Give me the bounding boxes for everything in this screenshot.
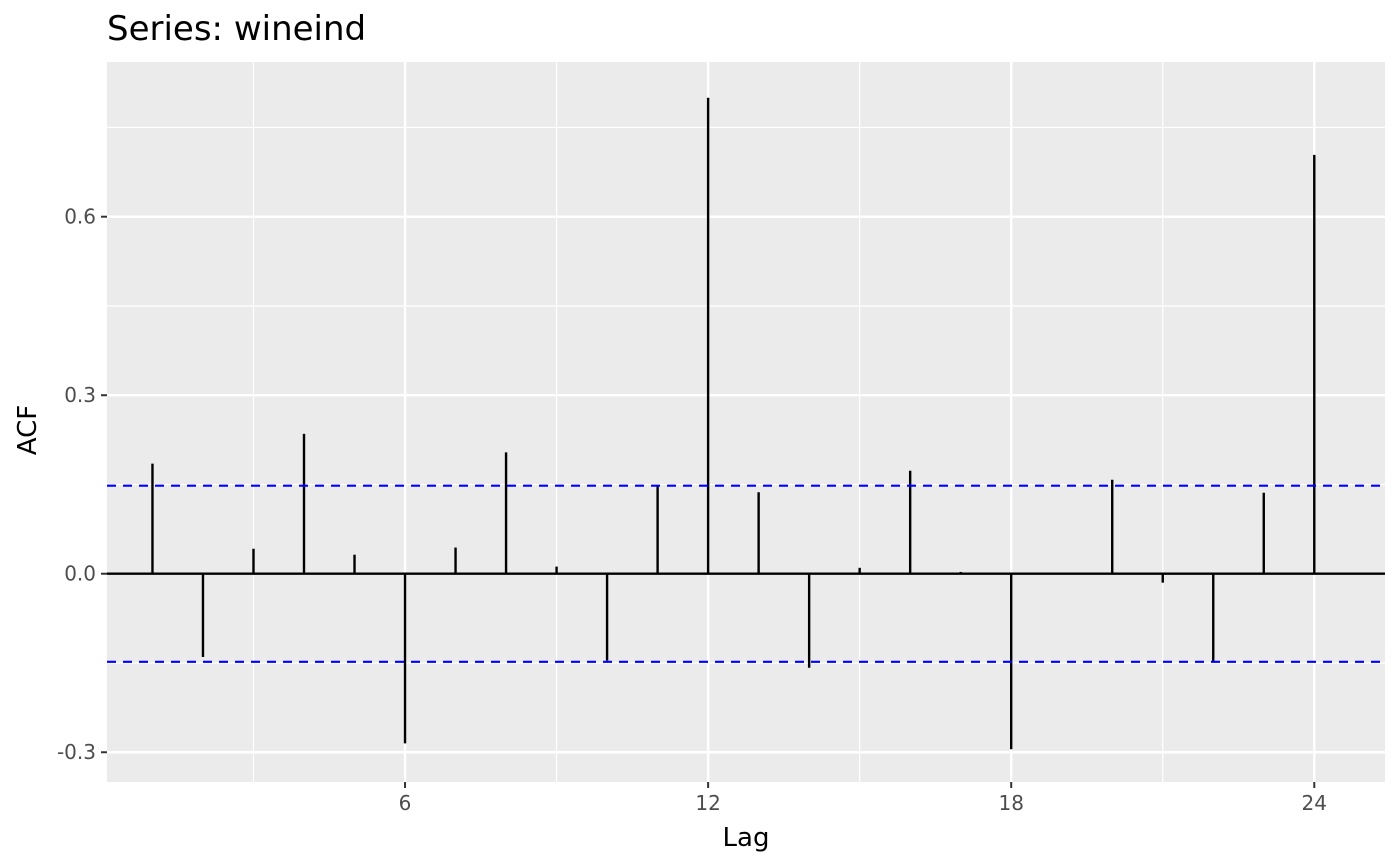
- y-axis-title: ACF: [13, 405, 43, 455]
- acf-bars: [107, 97, 1385, 750]
- y-tick-label: 0.0: [64, 562, 96, 586]
- y-axis-ticks: -0.3 0.0 0.3 0.6: [57, 205, 107, 764]
- y-tick-label: -0.3: [57, 740, 96, 764]
- y-tick-label: 0.6: [64, 205, 96, 229]
- x-tick-label: 24: [1302, 791, 1327, 815]
- x-axis-ticks: 6 12 18 24: [399, 782, 1327, 815]
- chart-title: Series: wineind: [107, 9, 366, 49]
- x-tick-label: 6: [399, 791, 412, 815]
- y-tick-label: 0.3: [64, 383, 96, 407]
- x-tick-label: 12: [695, 791, 720, 815]
- x-tick-label: 18: [998, 791, 1023, 815]
- plot-panel: [107, 62, 1385, 782]
- confidence-lines: [107, 484, 1385, 663]
- x-axis-title: Lag: [723, 823, 770, 853]
